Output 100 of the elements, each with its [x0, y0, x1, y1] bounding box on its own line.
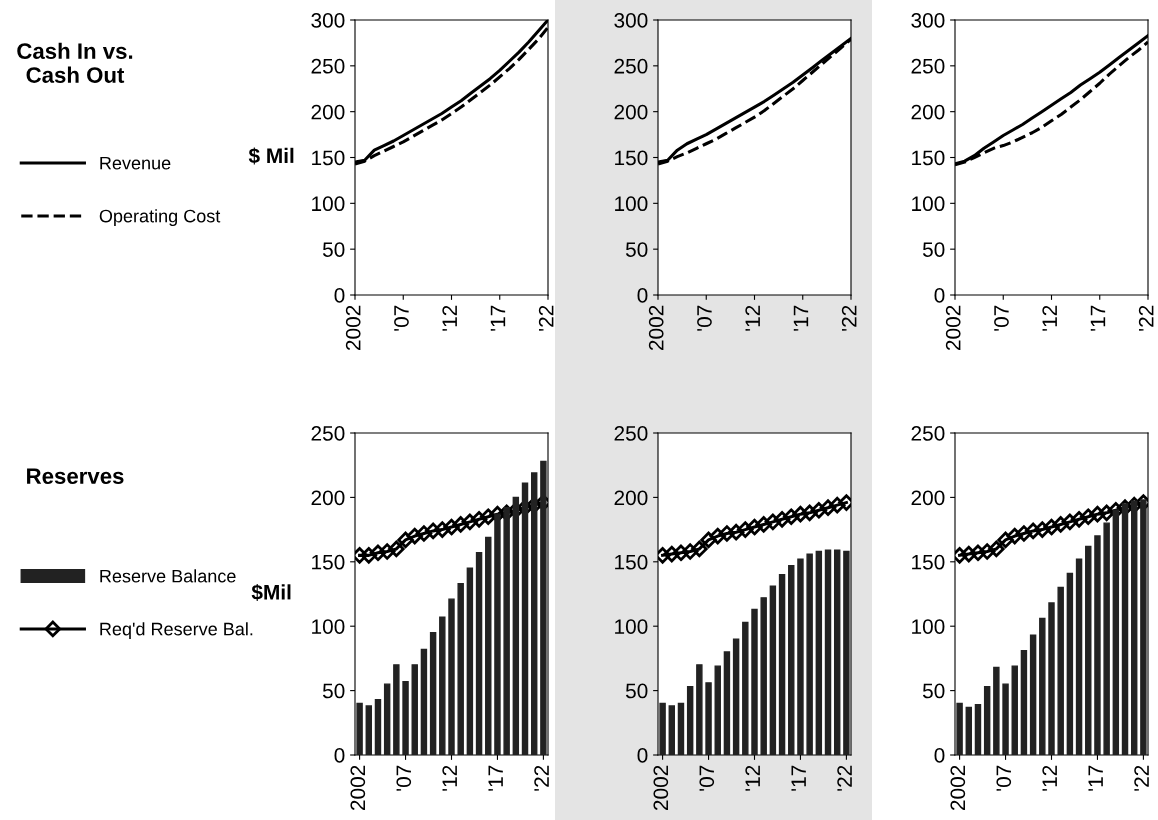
x-tick-label: '12: [1042, 305, 1057, 331]
point: [727, 523, 745, 541]
point: [424, 522, 442, 540]
bar: [530, 472, 538, 755]
point: [378, 543, 396, 560]
y-axis-title: $ Mil: [248, 147, 294, 165]
x-tick-label: '22: [837, 765, 852, 791]
x-tick-label: '12: [442, 305, 457, 331]
point: [819, 499, 837, 516]
y-tick-label: 50: [625, 683, 648, 699]
point: [1089, 505, 1106, 523]
point: [792, 505, 809, 523]
point: [461, 513, 479, 531]
y-tick-label: 0: [334, 288, 345, 303]
point: [997, 531, 1014, 549]
point: [1052, 516, 1069, 533]
y-tick-label: 250: [614, 58, 648, 74]
y-tick-label: 50: [322, 242, 345, 257]
y-tick-label: 100: [615, 196, 648, 212]
bar: [1094, 535, 1101, 755]
bar: [1075, 558, 1083, 755]
bar: [494, 513, 501, 755]
point: [691, 540, 708, 558]
bar: [1130, 500, 1138, 755]
point: [663, 545, 681, 563]
legend-label: Operating Cost: [99, 209, 221, 227]
y-tick-label: 150: [912, 554, 945, 570]
point: [397, 531, 414, 549]
bar: [668, 705, 676, 755]
bar: [723, 651, 731, 755]
point: [828, 496, 846, 514]
bar: [466, 567, 474, 755]
y-tick-label: 250: [911, 426, 945, 441]
point: [1043, 518, 1060, 536]
point: [1034, 521, 1051, 538]
point: [369, 544, 387, 562]
y-tick-label: 300: [311, 13, 345, 28]
bar: [760, 597, 767, 755]
y-tick-label: 150: [312, 150, 345, 166]
point: [406, 527, 423, 545]
point: [470, 511, 488, 528]
point: [746, 518, 763, 536]
bar: [448, 598, 455, 755]
x-tick-label: '17: [488, 765, 503, 791]
bar: [402, 680, 409, 755]
bar: [843, 550, 850, 755]
bar: [457, 583, 464, 755]
bar: [983, 686, 991, 755]
point: [360, 547, 378, 564]
bar: [540, 460, 547, 755]
x-tick-label: '07: [996, 765, 1012, 791]
point: [755, 516, 772, 533]
x-tick-label: '12: [745, 765, 760, 791]
bar: [356, 702, 363, 755]
x-tick-label: 2002: [350, 765, 366, 811]
point: [810, 502, 828, 519]
bar: [824, 549, 832, 755]
bar: [1011, 665, 1018, 755]
bar: [521, 482, 529, 755]
point: [969, 544, 987, 562]
point: [1080, 508, 1097, 525]
bar: [974, 704, 982, 755]
y-tick-label: 250: [911, 58, 945, 74]
point: [718, 525, 736, 542]
point: [1098, 504, 1115, 522]
bar: [696, 664, 703, 755]
bar: [393, 664, 400, 755]
point: [1061, 513, 1079, 531]
y-tick-label: 100: [912, 196, 945, 212]
x-tick-label: '22: [538, 305, 554, 331]
point: [773, 511, 791, 528]
y-tick-label: 0: [334, 748, 345, 763]
y-tick-label: 300: [614, 13, 648, 28]
legend-label: Reserve Balance: [100, 569, 236, 583]
x-tick-label: '22: [841, 305, 857, 331]
point: [415, 525, 433, 542]
point: [672, 544, 690, 562]
y-tick-label: 300: [911, 13, 945, 28]
x-tick-label: 2002: [950, 765, 966, 811]
bar: [751, 608, 758, 755]
point: [988, 540, 1005, 558]
bar: [956, 702, 963, 755]
text: Cash In vs. Cash Out: [17, 42, 133, 83]
y-tick-label: 200: [911, 104, 945, 120]
x-tick-label: '22: [1138, 305, 1154, 331]
bar: [714, 665, 721, 755]
point: [388, 540, 405, 558]
x-tick-label: '07: [697, 305, 712, 331]
point: [452, 516, 469, 533]
bar: [993, 666, 1000, 755]
bar: [1140, 499, 1147, 755]
bar: [365, 705, 373, 755]
y-tick-label: 150: [615, 554, 648, 570]
y-tick-label: 250: [311, 426, 345, 441]
bar: [439, 616, 446, 755]
bar: [1085, 545, 1092, 755]
bar: [1057, 586, 1064, 755]
x-tick-label: '12: [1042, 765, 1057, 791]
bar: [420, 648, 428, 755]
x-tick-label: '17: [1090, 305, 1106, 331]
